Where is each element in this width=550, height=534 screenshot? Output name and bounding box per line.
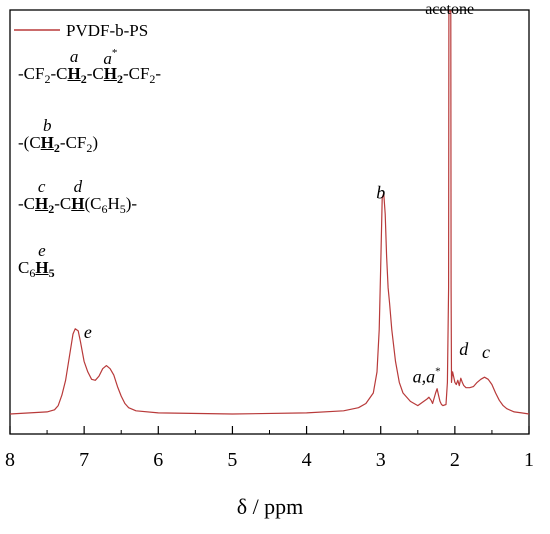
x-ticks bbox=[9, 426, 530, 434]
peak-label: b bbox=[376, 182, 385, 202]
peak-labels: b e a,a* d c acetone bbox=[84, 1, 490, 386]
structure-line-2: -(CH b 2-CF2) bbox=[18, 116, 99, 155]
x-tick-label: 2 bbox=[450, 449, 460, 471]
structure-line-1: -CF2-CH a 2-CH a* 2-CF2- bbox=[18, 47, 162, 86]
x-tick-label: 8 bbox=[5, 449, 15, 471]
x-tick-label: 1 bbox=[524, 449, 534, 471]
legend-label: PVDF-b-PS bbox=[66, 21, 148, 40]
x-tick-label: 4 bbox=[302, 449, 312, 471]
peak-label: acetone bbox=[425, 1, 474, 18]
peak-label: e bbox=[84, 322, 92, 342]
x-tick-label: 6 bbox=[153, 449, 163, 471]
x-tick-label: 5 bbox=[227, 449, 237, 471]
spectrum-line bbox=[9, 10, 530, 415]
x-axis-label: δ / ppm bbox=[237, 494, 304, 519]
peak-label: d bbox=[459, 339, 469, 359]
peak-label: c bbox=[482, 342, 490, 362]
structure-line-3: -CH c 2-CH d (C6H5)- bbox=[18, 177, 138, 216]
x-tick-label: 7 bbox=[79, 449, 89, 471]
x-tick-labels: 8 7 6 5 4 3 2 1 bbox=[5, 449, 534, 471]
peak-label: a,a* bbox=[413, 365, 441, 386]
x-tick-label: 3 bbox=[376, 449, 386, 471]
structure-line-4: C6H e 5 bbox=[18, 241, 55, 280]
